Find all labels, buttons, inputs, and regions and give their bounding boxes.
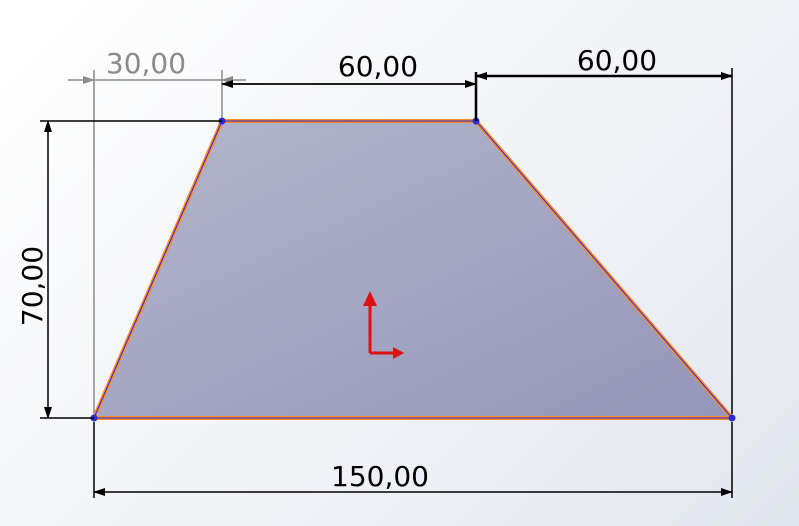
dimension-label-bottom-edge: 150,00 bbox=[331, 460, 429, 493]
dimension-label-top-edge: 60,00 bbox=[338, 50, 418, 83]
dimension-label-offset-top-left: 30,00 bbox=[106, 47, 186, 80]
trapezoid-face[interactable] bbox=[94, 121, 732, 418]
dimension-offset-top-right[interactable]: 60,00 bbox=[474, 44, 733, 414]
dimension-height[interactable]: 70,00 bbox=[16, 120, 222, 419]
dimension-offset-top-left[interactable]: 30,00 bbox=[68, 47, 246, 414]
trapezoid-edges[interactable] bbox=[92, 119, 734, 420]
dimension-bottom-edge[interactable]: 150,00 bbox=[93, 422, 733, 498]
dimension-top-edge[interactable]: 60,00 bbox=[221, 50, 477, 121]
vertex-bottom-right[interactable] bbox=[728, 414, 736, 422]
dimension-label-offset-top-right: 60,00 bbox=[577, 44, 657, 77]
dimension-label-height: 70,00 bbox=[16, 246, 49, 326]
origin-icon bbox=[363, 291, 404, 359]
